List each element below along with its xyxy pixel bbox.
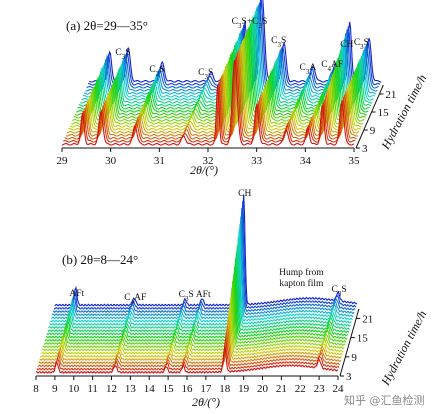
panel-a-curves — [61, 0, 382, 146]
panel-b-zlabel: Hydration time/h — [378, 308, 429, 388]
panel-b-curve-2 — [36, 338, 340, 371]
panel-b-xlabel: 2θ/(°) — [192, 395, 220, 409]
panel-b-curve-22 — [54, 194, 358, 307]
panel-a-xlabel: 2θ/(°) — [190, 163, 218, 177]
panel-a-x-tick-label-2: 31 — [154, 155, 165, 167]
panel-b-x-tick-label-4: 12 — [106, 383, 117, 395]
panel-b-curve-8 — [41, 295, 345, 352]
panel-a-annotation-8: C3S — [354, 38, 369, 51]
panel-b-curve-15 — [48, 245, 352, 330]
panel-b-annotation-4: CH — [238, 189, 251, 199]
panel-a-annotation-2: C3S — [198, 68, 213, 81]
panel-a-x-tick-label-4: 33 — [251, 155, 263, 167]
panel-b-curve-14 — [47, 252, 350, 333]
panel-b-x-tick-label-9: 17 — [200, 383, 212, 395]
panel-b-annotation-3: AFt — [196, 290, 211, 300]
panel-a-curve-4 — [65, 50, 359, 137]
panel-b-curve-9 — [42, 287, 346, 349]
panel-a-x-tick-label-3: 32 — [203, 155, 214, 167]
panel-b-x-tick-label-13: 21 — [276, 383, 287, 395]
panel-b-x-tick-label-5: 13 — [125, 383, 137, 395]
panel-a-curve-3 — [64, 52, 357, 140]
watermark-text: 知乎 @汇鱼检测 — [344, 393, 425, 407]
panel-a-x-tick-label-5: 34 — [300, 155, 312, 167]
panel-b-z-tick-label-3: 21 — [362, 313, 373, 325]
panel-b-curve-20 — [52, 207, 356, 314]
panel-b-curve-18 — [50, 223, 354, 320]
panel-a-z-tick-label-0: 3 — [362, 143, 368, 155]
panel-a-z-tick-label-1: 9 — [370, 125, 376, 137]
panel-a-z-tick-label-2: 15 — [378, 107, 390, 119]
panel-b-x-tick-label-2: 10 — [68, 383, 80, 395]
panel-b-x-tick-label-0: 8 — [33, 383, 39, 395]
panel-b-curve-7 — [41, 303, 344, 355]
panel-b-annotation-1: C4AF — [124, 293, 146, 306]
panel-b-curve-17 — [49, 229, 353, 323]
panel-a-z-axis — [355, 84, 384, 149]
panel-a-curve-1 — [61, 59, 355, 146]
panel-b-curve-4 — [38, 325, 342, 365]
panel-b-curve-16 — [49, 237, 352, 326]
panel-a-annotation-0: C3S — [115, 48, 130, 61]
panel-b-curve-6 — [40, 309, 343, 358]
panel-b: (b) 2θ=8—24° 8 9 10 11 12 13 14 15 16 17 18 19 20 21 2… — [33, 189, 429, 409]
panel-b-x-tick-label-3: 11 — [87, 383, 98, 395]
panel-b-x-tick-label-6: 14 — [144, 383, 156, 395]
panel-b-x-tick-label-8: 16 — [182, 383, 194, 395]
panel-b-x-tick-label-1: 9 — [52, 383, 58, 395]
panel-b-x-tick-label-7: 15 — [163, 383, 175, 395]
panel-b-curve-5 — [39, 316, 342, 362]
panel-b-curve-11 — [44, 274, 348, 342]
panel-a-x-tick-label-6: 35 — [349, 155, 361, 167]
panel-a-annotation-6: C4AF — [321, 60, 343, 73]
panel-a-annotation-5: C3A — [300, 63, 317, 76]
panel-a-annotation-4: C3S — [271, 36, 286, 49]
panel-a-annotation-3: C3S+C2S — [232, 17, 268, 30]
panel-b-x-tick-label-14: 22 — [295, 383, 306, 395]
panel-b-curve-21 — [53, 200, 357, 310]
panel-a-annotation-1: C2S — [149, 65, 164, 78]
panel-a-annotation-7: CH — [340, 40, 353, 50]
panel-b-z-tick-label-0: 3 — [346, 371, 352, 383]
panel-a-x-tick-label-0: 29 — [57, 155, 69, 167]
panel-b-curves — [35, 194, 358, 374]
panel-b-x-tick-label-16: 24 — [333, 383, 345, 395]
panel-b-z-axis — [339, 308, 360, 377]
panel-a-title: (a) 2θ=29—35° — [66, 18, 148, 33]
panel-b-x-tick-label-10: 18 — [219, 383, 231, 395]
panel-b-x-tick-label-15: 23 — [314, 383, 326, 395]
panel-b-curve-13 — [46, 258, 350, 336]
panel-b-annotation-2: C3S — [179, 290, 194, 303]
panel-b-annotation-5: Hump from kapton film — [279, 267, 324, 289]
panel-a-x-tick-label-1: 30 — [105, 155, 117, 167]
panel-a-z-tick-label-3: 21 — [385, 89, 396, 101]
panel-b-z-tick-label-2: 15 — [357, 333, 369, 345]
panel-b-curve-19 — [51, 216, 355, 317]
panel-b-title: (b) 2θ=8—24° — [62, 252, 138, 267]
panel-a-curve-2 — [63, 56, 356, 143]
panel-b-annotation-6: C3S — [332, 285, 347, 298]
panel-b-annotation-0: AFt — [69, 289, 84, 299]
panel-b-curve-10 — [43, 280, 347, 346]
panel-b-x-tick-label-11: 19 — [238, 383, 250, 395]
panel-a-curve-5 — [66, 48, 360, 134]
panel-b-x-tick-label-12: 20 — [257, 383, 269, 395]
panel-b-curve-1 — [35, 346, 339, 374]
panel-b-z-tick-label-1: 9 — [351, 352, 357, 364]
panel-b-curve-3 — [37, 331, 340, 368]
panel-b-curve-12 — [45, 266, 349, 339]
